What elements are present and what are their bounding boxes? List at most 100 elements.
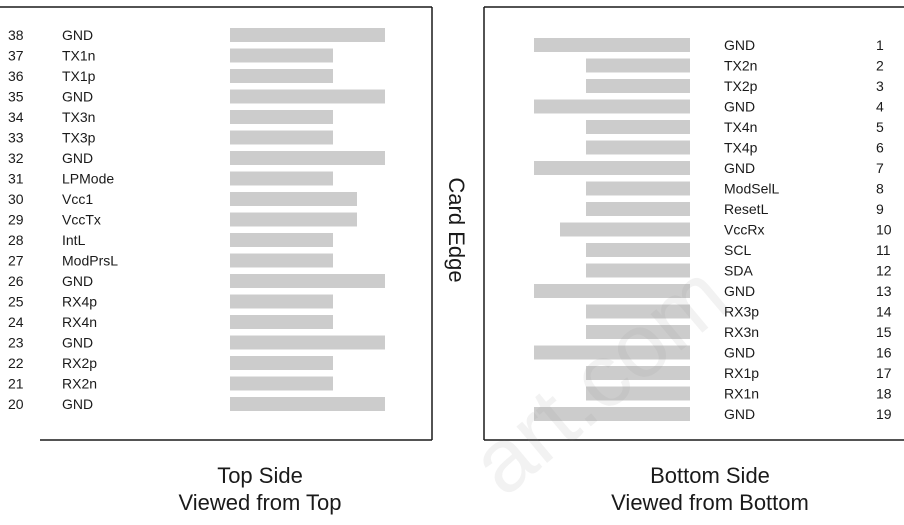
contact-pad	[230, 376, 333, 391]
pin-number: 11	[876, 242, 891, 258]
pin-name: GND	[724, 406, 755, 422]
bottom-side-pins: GND 1 TX2n 2 TX2p 3 GND 4 TX4n 5 TX4p 6 GND 7 ModSelL 8…	[534, 37, 892, 422]
pin-number: 31	[8, 171, 24, 187]
contact-pad	[230, 28, 385, 42]
contact-pad	[586, 325, 690, 339]
pin-name: RX4p	[62, 294, 97, 310]
contact-pad	[586, 304, 690, 319]
pin-row: RX1n 18	[586, 386, 892, 402]
pin-name: GND	[62, 396, 93, 412]
pin-row: 21 RX2n	[8, 376, 333, 392]
contact-pad	[230, 233, 333, 247]
pin-name: GND	[724, 345, 755, 361]
pin-row: SDA 12	[586, 263, 892, 279]
contact-pad	[586, 181, 690, 196]
pin-number: 10	[876, 222, 892, 238]
pin-name: GND	[62, 89, 93, 105]
pin-row: GND 16	[534, 345, 892, 361]
pin-name: VccRx	[724, 222, 764, 238]
pin-number: 4	[876, 99, 884, 115]
pin-name: RX2p	[62, 355, 97, 371]
pin-row: GND 19	[534, 406, 892, 422]
pin-row: VccRx 10	[560, 222, 892, 238]
contact-pad	[230, 294, 333, 309]
pin-name: RX1n	[724, 386, 759, 402]
pin-row: 31 LPMode	[8, 171, 333, 187]
pin-row: ResetL 9	[586, 201, 884, 217]
pin-number: 28	[8, 232, 24, 248]
pin-number: 36	[8, 68, 24, 84]
pin-row: 35 GND	[8, 89, 385, 105]
contact-pad	[230, 335, 385, 350]
pin-name: GND	[62, 273, 93, 289]
pin-row: 25 RX4p	[8, 294, 333, 310]
contact-pad	[230, 212, 357, 227]
pin-name: IntL	[62, 232, 86, 248]
pin-number: 7	[876, 160, 884, 176]
pin-row: TX4n 5	[586, 119, 884, 135]
pin-name: GND	[724, 283, 755, 299]
pin-number: 34	[8, 109, 24, 125]
contact-pad	[230, 130, 333, 145]
pin-row: 27 ModPrsL	[8, 253, 333, 269]
contact-pad	[560, 222, 690, 237]
pin-number: 18	[876, 386, 892, 402]
pin-number: 30	[8, 191, 24, 207]
pin-name: RX4n	[62, 314, 97, 330]
pin-number: 8	[876, 181, 884, 197]
pin-row: 20 GND	[8, 396, 385, 412]
pin-number: 16	[876, 345, 892, 361]
contact-pad	[534, 284, 690, 298]
pin-row: 30 Vcc1	[8, 191, 357, 207]
pin-number: 6	[876, 140, 884, 156]
contact-pad	[230, 253, 333, 268]
pin-name: RX2n	[62, 376, 97, 392]
pin-name: ModSelL	[724, 181, 779, 197]
pin-number: 21	[8, 376, 24, 392]
contact-pad	[230, 69, 333, 83]
pin-name: GND	[724, 160, 755, 176]
pin-name: TX1n	[62, 48, 95, 64]
contact-pad	[586, 243, 690, 257]
contact-pad	[586, 79, 690, 93]
pin-row: RX1p 17	[586, 365, 892, 381]
pin-number: 35	[8, 89, 24, 105]
pin-name: TX3n	[62, 109, 95, 125]
contact-pad	[586, 263, 690, 278]
contact-pad	[586, 140, 690, 155]
pin-number: 3	[876, 78, 884, 94]
top-side-title: Top Side	[217, 463, 303, 488]
pin-row: TX2p 3	[586, 78, 884, 94]
pin-name: ResetL	[724, 201, 769, 217]
pin-name: GND	[62, 27, 93, 43]
pin-row: 22 RX2p	[8, 355, 333, 371]
bottom-side-frame	[483, 6, 904, 441]
contact-pad	[230, 151, 385, 165]
pin-name: RX3n	[724, 324, 759, 340]
pin-row: 33 TX3p	[8, 130, 333, 146]
pin-row: GND 1	[534, 37, 884, 53]
pin-number: 15	[876, 324, 892, 340]
pin-name: RX3p	[724, 304, 759, 320]
contact-pad	[230, 110, 333, 124]
pin-number: 38	[8, 27, 24, 43]
pin-name: Vcc1	[62, 191, 93, 207]
contact-pad	[230, 192, 357, 206]
pin-number: 14	[876, 304, 892, 320]
pin-row: GND 4	[534, 99, 884, 115]
pin-row: 32 GND	[8, 150, 385, 166]
top-side-frame	[0, 6, 433, 441]
pin-row: 26 GND	[8, 273, 385, 289]
pin-row: ModSelL 8	[586, 181, 884, 197]
contact-pad	[230, 274, 385, 288]
pin-name: SDA	[724, 263, 753, 279]
contact-pad	[586, 120, 690, 134]
pin-row: TX4p 6	[586, 140, 884, 156]
pin-number: 17	[876, 365, 892, 381]
pin-name: TX2n	[724, 58, 757, 74]
contact-pad	[230, 315, 333, 329]
pin-number: 20	[8, 396, 24, 412]
pin-name: GND	[62, 335, 93, 351]
